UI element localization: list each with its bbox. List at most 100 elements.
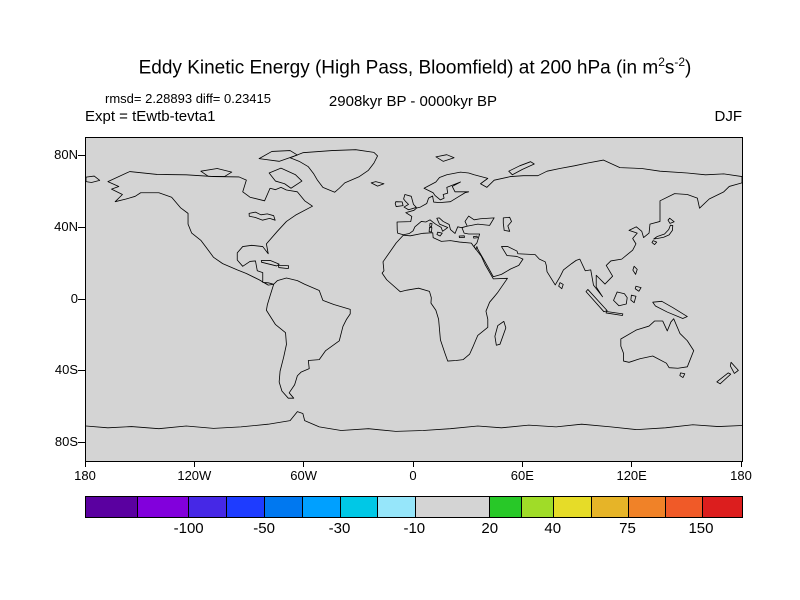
y-tick-label-0: 0 [70,290,78,306]
lake-caspian [502,216,512,232]
island-svalbard [435,154,455,162]
island-sulawesi [630,294,637,304]
y-tick [78,154,85,156]
coastline-north-america [107,171,313,286]
x-tick-label-120W: 120W [177,468,212,483]
island-madagascar [494,320,507,346]
x-tick-label-60W: 60W [290,468,318,483]
y-tick [78,298,85,300]
coastline-africa [381,232,508,362]
colorbar-label--100: -100 [173,520,204,537]
x-tick-label-180: 180 [730,468,752,483]
island-honshu [653,224,674,240]
island-britain [403,194,417,211]
island-iceland [370,181,385,187]
island-hispaniola [278,264,290,270]
colorbar-segment [414,497,490,517]
x-tick [303,461,305,467]
colorbar-segment [188,497,227,517]
island-ellesmere [258,150,298,162]
y-tick-label-40S: 40S [54,362,78,378]
coastline-south-america [265,277,351,399]
x-tick [193,461,195,467]
island-kyushu [651,240,658,245]
island-new-guinea [652,300,688,319]
island-sri-lanka [558,282,564,290]
title-unit-s: s [664,57,675,79]
island-baffin [268,167,303,189]
island-cuba [260,259,280,267]
x-tick [521,461,523,467]
colorbar-label--50: -50 [253,520,275,537]
colorbar-segment [664,497,702,517]
y-tick-label-80S: 80S [54,434,78,450]
world-map [86,149,742,432]
title-superscript-2: 2 [658,55,665,69]
island-luzon [632,265,638,275]
plot-title: Eddy Kinetic Energy (High Pass, Bloomfie… [30,55,800,79]
island-cyprus [472,235,478,239]
y-tick [78,226,85,228]
colorbar-segment [701,497,742,517]
coastline-chukotka [86,175,101,183]
island-ireland [394,201,404,207]
coastline-greenland [289,149,378,193]
colorbar-segment [301,497,340,517]
experiment-label: Expt = tEwtb-tevta1 [85,108,216,125]
season-label: DJF [714,108,743,125]
colorbar-segment [628,497,665,517]
island-corsica [429,222,433,228]
island-hokkaido [667,217,675,224]
island-tasmania [679,372,686,378]
title-text: Eddy Kinetic Energy (High Pass, Bloomfie… [138,57,659,79]
map-frame [85,137,743,462]
colorbar [85,496,743,518]
island-sicily [436,231,443,237]
colorbar-segment [226,497,264,517]
colorbar-segment [553,497,591,517]
colorbar-segment [136,497,189,517]
colorbar-label-20: 20 [481,520,499,537]
period-label: 2908kyr BP - 0000kyr BP [328,93,498,110]
colorbar-label-150: 150 [688,520,714,537]
x-tick [740,461,742,467]
x-tick [631,461,633,467]
title-close-paren: ) [685,57,692,79]
island-new-zealand-north [729,361,739,374]
island-mindanao [634,285,642,292]
title-superscript-minus2: -2 [674,55,686,69]
y-tick-label-80N: 80N [54,146,78,162]
island-java [605,311,624,316]
rmsd-diff-stats: rmsd= 2.28893 diff= 0.23415 [105,91,271,106]
island-sumatra [585,289,608,313]
island-borneo [613,291,628,307]
colorbar-segment [339,497,378,517]
coastline-antarctica [86,411,742,432]
x-tick [84,461,86,467]
x-tick [412,461,414,467]
colorbar-segment [521,497,553,517]
island-sardinia [428,226,433,233]
coastline-eurasia [396,159,742,298]
x-tick-label-120E: 120E [616,468,647,483]
y-tick [78,370,85,372]
island-new-zealand-south [716,372,732,385]
colorbar-segment [263,497,302,517]
colorbar-segment [489,497,522,517]
island-novaya-zemlya [508,161,535,176]
colorbar-label--10: -10 [403,520,426,537]
colorbar-segment [590,497,629,517]
island-crete [458,235,465,238]
lakes-great-lakes [248,211,276,221]
coastline-australia [620,318,695,369]
colorbar-label--30: -30 [328,520,351,537]
x-tick-label-180: 180 [74,468,96,483]
colorbar-segment [86,497,137,517]
colorbar-segment [377,497,415,517]
colorbar-label-75: 75 [619,520,636,537]
y-tick-label-40N: 40N [54,218,78,234]
x-tick-label-0: 0 [409,468,417,483]
y-tick [78,442,85,444]
colorbar-label-40: 40 [544,520,562,537]
